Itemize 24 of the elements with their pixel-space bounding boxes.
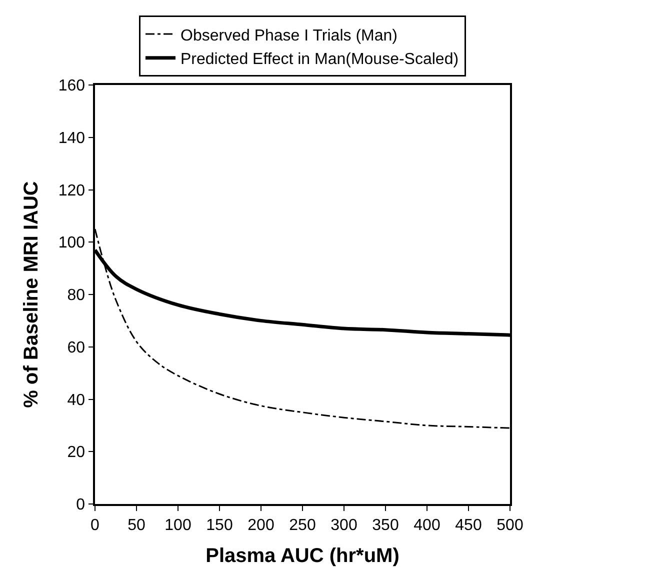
x-tick-label: 0 <box>90 516 100 534</box>
y-tick-label: 120 <box>58 182 86 200</box>
x-tick-label: 450 <box>455 516 482 534</box>
x-tick-label: 200 <box>248 516 274 534</box>
legend-label: Predicted Effect in Man(Mouse-Scaled) <box>180 51 459 68</box>
x-tick-label: 400 <box>414 516 440 534</box>
y-tick-label: 0 <box>76 496 86 514</box>
y-tick-label: 140 <box>58 130 86 147</box>
y-axis-title: % of Baseline MRI IAUC <box>20 181 42 408</box>
y-tick-label: 40 <box>67 392 86 409</box>
x-axis-title: Plasma AUC (hr*uM) <box>206 544 400 567</box>
x-tick-label: 500 <box>496 516 524 534</box>
y-tick-label: 160 <box>58 78 86 95</box>
y-tick-label: 60 <box>67 339 86 356</box>
x-tick-label: 150 <box>206 516 233 534</box>
x-tick-label: 350 <box>372 516 399 534</box>
x-tick-label: 50 <box>128 516 146 534</box>
y-tick-label: 20 <box>67 444 86 462</box>
legend-label: Observed Phase I Trials (Man) <box>180 27 398 44</box>
y-tick-label: 80 <box>67 287 86 304</box>
x-tick-label: 250 <box>289 516 316 534</box>
x-tick-label: 100 <box>164 516 192 534</box>
y-tick-label: 100 <box>58 234 86 252</box>
x-tick-label: 300 <box>330 516 358 534</box>
